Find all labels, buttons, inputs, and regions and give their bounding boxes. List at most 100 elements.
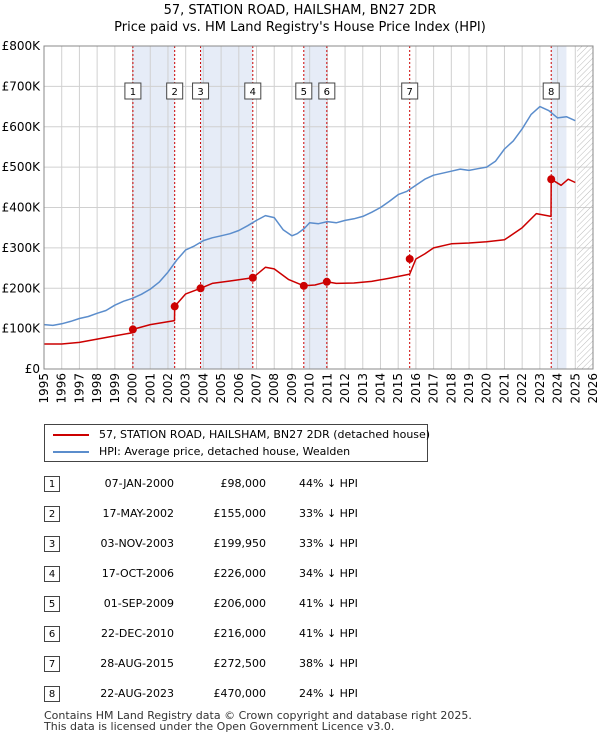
x-tick-label: 1999 xyxy=(108,373,122,404)
x-tick-label: 2025 xyxy=(568,373,582,404)
sale-hpi-diff: 34% ↓ HPI xyxy=(299,567,358,580)
sale-label-box xyxy=(124,82,142,100)
sale-row: 3 03-NOV-2003 £199,950 33% ↓ HPI xyxy=(44,536,464,556)
x-tick-label: 2004 xyxy=(196,373,210,404)
sale-number: 1 xyxy=(44,476,60,492)
sale-date: 22-DEC-2010 xyxy=(100,627,174,640)
x-tick-label: 2018 xyxy=(444,373,458,404)
sale-price: £206,000 xyxy=(213,597,267,610)
footer-line1: Contains HM Land Registry data © Crown c… xyxy=(44,709,472,722)
sale-number: 3 xyxy=(44,536,60,552)
sale-date: 01-SEP-2009 xyxy=(103,597,174,610)
x-tick-label: 2005 xyxy=(214,373,228,404)
x-tick-label: 2001 xyxy=(143,373,157,404)
sale-date: 28-AUG-2015 xyxy=(100,657,174,670)
sale-price: £272,500 xyxy=(213,657,267,670)
price-chart: 1 2 3 4 5 6 7 8 £0 £100K £200K £300K £400K £500K £600… xyxy=(2,39,600,404)
sale-point xyxy=(405,254,414,263)
sale-date: 07-JAN-2000 xyxy=(104,477,174,490)
sale-point xyxy=(170,302,179,311)
x-tick-label: 2026 xyxy=(586,373,600,404)
x-tick-label: 2017 xyxy=(427,373,441,404)
sale-price: £216,000 xyxy=(213,627,267,640)
sale-point xyxy=(128,325,137,334)
sale-point xyxy=(196,284,205,293)
sale-date: 17-OCT-2006 xyxy=(101,567,174,580)
x-tick-label: 2002 xyxy=(161,373,175,404)
x-tick-label: 2024 xyxy=(551,373,565,404)
sale-label-box xyxy=(401,82,419,100)
legend-swatch-hpi xyxy=(53,451,89,453)
legend-item-property: 57, STATION ROAD, HAILSHAM, BN27 2DR (de… xyxy=(53,427,430,443)
legend-label-hpi: HPI: Average price, detached house, Weal… xyxy=(99,445,351,458)
sale-price: £155,000 xyxy=(213,507,267,520)
sale-number: 8 xyxy=(44,686,60,702)
footer-line2: This data is licensed under the Open Gov… xyxy=(44,720,395,733)
sale-price: £226,000 xyxy=(213,567,267,580)
x-tick-label: 1996 xyxy=(55,373,69,404)
sale-hpi-diff: 38% ↓ HPI xyxy=(299,657,358,670)
sale-row: 1 07-JAN-2000 £98,000 44% ↓ HPI xyxy=(44,476,464,496)
x-tick-label: 2003 xyxy=(179,373,193,404)
sale-hpi-diff: 41% ↓ HPI xyxy=(299,627,358,640)
sale-label-text: 1 xyxy=(130,87,136,98)
y-tick-label: £800K xyxy=(2,39,42,53)
sale-row: 7 28-AUG-2015 £272,500 38% ↓ HPI xyxy=(44,656,464,676)
sale-row: 6 22-DEC-2010 £216,000 41% ↓ HPI xyxy=(44,626,464,646)
sale-point xyxy=(299,281,308,290)
sale-label-text: 8 xyxy=(548,87,554,98)
future-hatch xyxy=(577,46,593,369)
y-tick-label: £100K xyxy=(2,322,42,336)
plot-frame xyxy=(43,45,594,370)
sale-row: 2 17-MAY-2002 £155,000 33% ↓ HPI xyxy=(44,506,464,526)
x-tick-label: 2023 xyxy=(533,373,547,404)
hpi-line xyxy=(43,105,576,327)
sale-point xyxy=(248,273,257,282)
x-tick-label: 2016 xyxy=(409,373,423,404)
footer: Contains HM Land Registry data © Crown c… xyxy=(44,710,472,732)
sale-number: 7 xyxy=(44,656,60,672)
sale-price: £98,000 xyxy=(220,477,267,490)
sale-price: £470,000 xyxy=(213,687,267,700)
sale-label-text: 3 xyxy=(197,87,203,98)
property-line xyxy=(44,178,576,345)
x-tick-label: 2007 xyxy=(250,373,264,404)
x-tick-label: 1998 xyxy=(90,373,104,404)
sale-number: 5 xyxy=(44,596,60,612)
sale-label-box xyxy=(244,82,262,100)
x-tick-label: 1997 xyxy=(72,373,86,404)
x-tick-label: 2020 xyxy=(480,373,494,404)
sale-label-text: 6 xyxy=(324,87,330,98)
x-tick-label: 2019 xyxy=(462,373,476,404)
y-tick-label: £300K xyxy=(2,241,42,255)
sale-label-text: 4 xyxy=(250,87,256,98)
sale-hpi-diff: 24% ↓ HPI xyxy=(299,687,358,700)
sale-date: 22-AUG-2023 xyxy=(100,687,174,700)
sale-hpi-diff: 41% ↓ HPI xyxy=(299,597,358,610)
sale-hpi-diff: 44% ↓ HPI xyxy=(299,477,358,490)
sale-point xyxy=(322,277,331,286)
sale-date: 03-NOV-2003 xyxy=(100,537,174,550)
y-tick-label: £600K xyxy=(2,120,42,134)
x-tick-label: 2008 xyxy=(267,373,281,404)
sale-date: 17-MAY-2002 xyxy=(102,507,174,520)
sale-point xyxy=(547,175,556,184)
chart-title-line1: 57, STATION ROAD, HAILSHAM, BN27 2DR xyxy=(163,3,437,18)
y-tick-label: £200K xyxy=(2,281,42,295)
x-tick-label: 2022 xyxy=(515,373,529,404)
sale-number: 6 xyxy=(44,626,60,642)
x-tick-label: 2011 xyxy=(320,373,334,404)
legend-swatch-property xyxy=(53,434,89,436)
x-tick-label: 2014 xyxy=(373,373,387,404)
sale-label-text: 5 xyxy=(301,87,307,98)
x-tick-label: 2013 xyxy=(356,373,370,404)
chart-title-line2: Price paid vs. HM Land Registry's House … xyxy=(114,20,486,35)
sale-hpi-diff: 33% ↓ HPI xyxy=(299,507,358,520)
y-tick-label: £500K xyxy=(2,160,42,174)
legend-item-hpi: HPI: Average price, detached house, Weal… xyxy=(53,444,350,460)
x-tick-label: 2009 xyxy=(285,373,299,404)
y-tick-label: £0 xyxy=(25,362,40,376)
sale-label-box xyxy=(295,82,313,100)
sale-number: 4 xyxy=(44,566,60,582)
legend-label-property: 57, STATION ROAD, HAILSHAM, BN27 2DR (de… xyxy=(99,428,431,441)
